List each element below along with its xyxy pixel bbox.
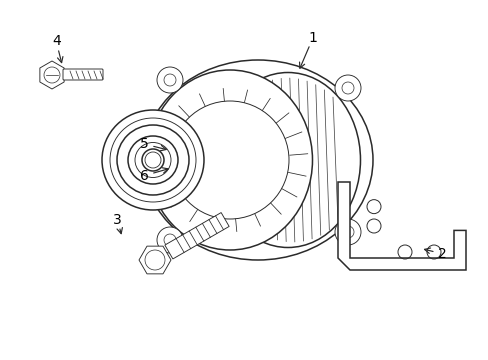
Text: 1: 1 <box>308 31 317 45</box>
Ellipse shape <box>102 110 203 210</box>
Text: 6: 6 <box>140 169 148 183</box>
Circle shape <box>334 219 360 245</box>
Ellipse shape <box>142 149 163 171</box>
Polygon shape <box>139 246 171 274</box>
Text: 4: 4 <box>52 35 61 48</box>
Ellipse shape <box>110 118 196 202</box>
Ellipse shape <box>135 143 171 177</box>
FancyBboxPatch shape <box>63 69 103 80</box>
Text: 2: 2 <box>437 247 446 261</box>
Circle shape <box>145 152 161 168</box>
Ellipse shape <box>215 72 360 248</box>
Ellipse shape <box>117 125 189 195</box>
Circle shape <box>157 67 183 93</box>
Text: 5: 5 <box>140 137 148 151</box>
Ellipse shape <box>128 136 178 184</box>
Polygon shape <box>164 212 229 259</box>
Ellipse shape <box>171 101 288 219</box>
Ellipse shape <box>142 60 372 260</box>
Circle shape <box>157 227 183 253</box>
Polygon shape <box>40 61 64 89</box>
Polygon shape <box>337 182 465 270</box>
Text: 3: 3 <box>113 213 122 226</box>
Circle shape <box>334 75 360 101</box>
Ellipse shape <box>147 70 312 250</box>
